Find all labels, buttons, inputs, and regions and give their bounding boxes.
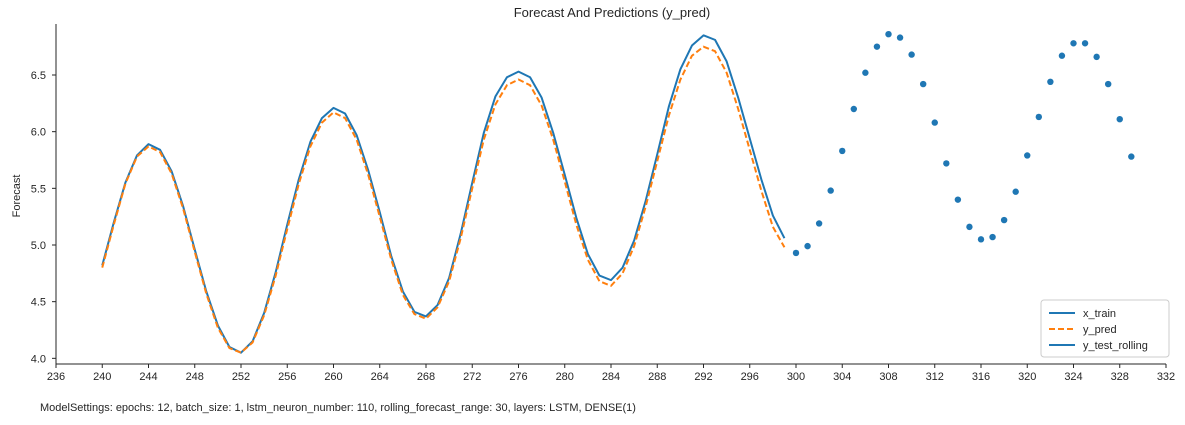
chart-title: Forecast And Predictions (y_pred) xyxy=(514,5,711,20)
data-point-y_test_rolling xyxy=(908,51,915,58)
legend-label-y_test_rolling: y_test_rolling xyxy=(1083,340,1148,352)
x-tick-label: 276 xyxy=(509,371,527,383)
y-axis-label: Forecast xyxy=(11,175,23,218)
data-point-y_test_rolling xyxy=(1024,152,1031,159)
x-tick-label: 252 xyxy=(232,371,250,383)
series-line-x_train xyxy=(101,34,786,354)
y-tick-label: 5.0 xyxy=(31,240,46,252)
x-tick-label: 320 xyxy=(1018,371,1036,383)
data-point-y_test_rolling xyxy=(885,31,892,38)
x-tick-label: 248 xyxy=(186,371,204,383)
data-point-y_test_rolling xyxy=(839,147,846,155)
data-point-y_test_rolling xyxy=(862,69,869,76)
legend-box xyxy=(1040,299,1170,358)
x-tick-label: 256 xyxy=(278,371,296,383)
data-point-y_test_rolling xyxy=(1012,188,1019,195)
data-point-y_test_rolling xyxy=(1093,53,1100,61)
x-tick-label: 304 xyxy=(833,371,851,383)
x-tick-label: 284 xyxy=(602,371,620,383)
model-settings-caption: ModelSettings: epochs: 12, batch_size: 1… xyxy=(40,402,636,414)
x-tick-label: 240 xyxy=(93,371,111,383)
x-tick-label: 308 xyxy=(879,371,897,383)
data-point-y_test_rolling xyxy=(954,196,962,203)
x-tick-label: 324 xyxy=(1064,371,1082,383)
legend: x_train y_pred y_test_rolling xyxy=(1040,299,1170,358)
x-tick-label: 300 xyxy=(787,371,805,383)
plot-area: 236 240 244 248 252 256 260 264 268 272 276 280 284 2… xyxy=(31,24,1175,383)
x-tick-label: 296 xyxy=(741,371,759,383)
data-point-y_test_rolling xyxy=(1104,80,1112,88)
data-point-y_test_rolling xyxy=(1128,153,1135,160)
x-tick-label: 268 xyxy=(417,371,435,383)
x-tick-label: 328 xyxy=(1111,371,1129,383)
data-point-y_test_rolling xyxy=(943,160,950,167)
x-tick-label: 288 xyxy=(648,371,666,383)
data-point-y_test_rolling xyxy=(873,43,881,50)
x-tick-label: 272 xyxy=(463,371,481,383)
data-point-y_test_rolling xyxy=(827,187,834,194)
data-point-y_test_rolling xyxy=(804,242,811,250)
data-point-y_test_rolling xyxy=(966,223,973,231)
x-tick-label: 280 xyxy=(556,371,574,383)
data-point-y_test_rolling xyxy=(1070,40,1077,47)
x-tick-label: 244 xyxy=(139,371,157,383)
data-point-y_test_rolling xyxy=(850,105,858,113)
data-point-y_test_rolling xyxy=(896,34,904,41)
x-tick-label: 332 xyxy=(1157,371,1175,383)
data-point-y_test_rolling xyxy=(1047,78,1054,86)
data-point-y_test_rolling xyxy=(1081,40,1089,47)
y-tick-label: 5.5 xyxy=(31,183,46,195)
data-point-y_test_rolling xyxy=(989,233,996,241)
data-point-y_test_rolling xyxy=(792,249,800,257)
data-point-y_test_rolling xyxy=(1035,113,1043,121)
data-point-y_test_rolling xyxy=(931,119,938,126)
legend-label-x_train: x_train xyxy=(1083,308,1116,320)
x-tick-label: 316 xyxy=(972,371,990,383)
x-tick-label: 292 xyxy=(694,371,712,383)
data-point-y_test_rolling xyxy=(815,220,823,227)
x-tick-label: 236 xyxy=(47,371,65,383)
x-tick-label: 264 xyxy=(371,371,389,383)
y-tick-label: 6.5 xyxy=(31,70,46,82)
y-tick-label: 4.5 xyxy=(31,297,46,309)
data-point-y_test_rolling xyxy=(1000,216,1008,224)
data-point-y_test_rolling xyxy=(919,80,927,88)
x-tick-label: 260 xyxy=(324,371,342,383)
y-tick-label: 4.0 xyxy=(31,353,46,365)
data-point-y_test_rolling xyxy=(1058,52,1066,59)
x-tick-label: 312 xyxy=(926,371,944,383)
data-point-y_test_rolling xyxy=(977,236,985,243)
y-tick-label: 6.0 xyxy=(31,127,46,139)
data-point-y_test_rolling xyxy=(1116,116,1123,123)
legend-label-y_pred: y_pred xyxy=(1083,324,1117,336)
series-line-y_pred xyxy=(101,45,786,354)
